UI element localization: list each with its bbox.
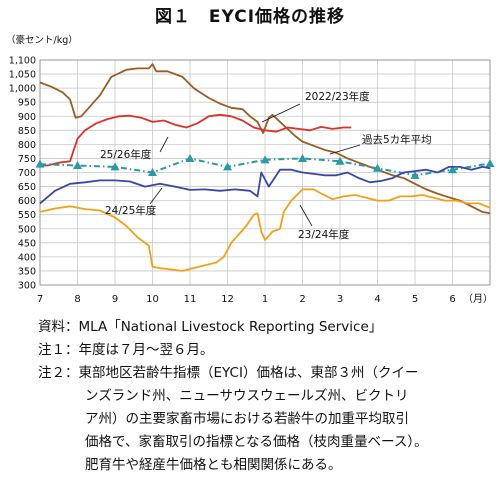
note-2-line: 価格で、家畜取引の指標となる価格（枝肉重量ベース）。 bbox=[85, 434, 428, 450]
x-tick-label: 6 bbox=[449, 294, 455, 305]
note-2-line: 肥育牛や経産牛価格とも相関関係にある。 bbox=[85, 457, 342, 473]
chart-title: 図１ EYCI価格の推移 bbox=[154, 7, 346, 27]
series-label: 2022/23年度 bbox=[305, 90, 370, 103]
series-lines bbox=[35, 63, 495, 272]
y-tick-label: 850 bbox=[18, 126, 36, 137]
note-2-line: 東部地区若齢牛指標（EYCI）価格は、東部３州（クイー bbox=[78, 365, 419, 381]
y-tick-label: 500 bbox=[18, 224, 36, 235]
series-line bbox=[39, 166, 491, 205]
source-line: 資料：MLA「National Livestock Reporting Serv… bbox=[38, 316, 382, 338]
label-leader bbox=[299, 204, 313, 227]
label-leader bbox=[329, 144, 361, 155]
y-tick-label: 700 bbox=[18, 168, 36, 179]
x-tick-label: 9 bbox=[112, 294, 118, 305]
y-tick-label: 750 bbox=[18, 154, 36, 165]
note-1-label: 注１： bbox=[38, 342, 79, 358]
x-tick-label: 11 bbox=[184, 294, 197, 305]
series-marker bbox=[73, 160, 82, 169]
source-label: 資料： bbox=[38, 319, 79, 335]
series-marker bbox=[35, 159, 45, 168]
y-tick-label: 950 bbox=[18, 98, 36, 109]
y-tick-label: 900 bbox=[18, 112, 36, 123]
series-label: 24/25年度 bbox=[105, 204, 157, 217]
series-label: 過去5カ年平均 bbox=[362, 133, 432, 146]
series-marker bbox=[185, 153, 195, 162]
series-line bbox=[40, 113, 352, 167]
y-tick-label: 550 bbox=[18, 210, 36, 221]
x-tick-label: 8 bbox=[74, 294, 80, 305]
y-tick-label: 350 bbox=[18, 266, 36, 277]
series-marker bbox=[448, 165, 457, 174]
y-tick-label: 800 bbox=[18, 140, 36, 151]
series-marker bbox=[110, 162, 120, 171]
note-2: 注２：東部地区若齢牛指標（EYCI）価格は、東部３州（クイー bbox=[38, 362, 418, 384]
x-tick-label: 7 bbox=[37, 294, 43, 305]
note-1: 注１：年度は７月～翌６月。 bbox=[38, 339, 214, 361]
series-labels: 2022/23年度 25/26年度 過去5カ年平均 24/25年度 23/24年度 bbox=[100, 90, 432, 241]
x-tick-label: 10 bbox=[146, 294, 159, 305]
series-marker bbox=[260, 155, 270, 164]
series-line bbox=[39, 63, 491, 215]
y-tick-label: 600 bbox=[18, 196, 36, 207]
y-tick-label: 650 bbox=[18, 182, 36, 193]
note-2-line: ア州）の主要家畜市場における若齢牛の加重平均取引 bbox=[85, 411, 409, 427]
note-2-line: ンズランド州、ニューサウスウェールズ州、ビクトリ bbox=[85, 388, 409, 404]
series-label: 23/24年度 bbox=[298, 228, 350, 241]
series-marker bbox=[373, 163, 382, 172]
x-tick-label: 4 bbox=[374, 294, 380, 305]
series-marker bbox=[335, 156, 345, 165]
x-tick-label: 2 bbox=[299, 294, 305, 305]
series-marker bbox=[410, 170, 420, 179]
y-tick-label: 300 bbox=[18, 281, 36, 292]
series-marker bbox=[298, 153, 307, 162]
x-tick-label: 12 bbox=[221, 294, 234, 305]
label-leader bbox=[149, 187, 163, 205]
y-tick-label: 400 bbox=[18, 252, 36, 263]
label-leader bbox=[261, 103, 301, 123]
note-1-text: 年度は７月～翌６月。 bbox=[78, 342, 214, 358]
series-label: 25/26年度 bbox=[100, 148, 152, 161]
label-leader bbox=[159, 136, 169, 153]
series-marker bbox=[148, 168, 157, 176]
series-line bbox=[39, 188, 491, 272]
series-marker bbox=[485, 159, 495, 167]
y-tick-label: 450 bbox=[18, 238, 36, 249]
y-tick-label: 1,000 bbox=[9, 84, 36, 95]
x-tick-labels: 7 8 9 10 11 12 1 2 3 4 5 6 bbox=[37, 294, 456, 305]
x-tick-label: 1 bbox=[262, 294, 268, 305]
plot-frame bbox=[39, 59, 491, 286]
series-marker bbox=[223, 162, 232, 171]
y-tick-label: 1,100 bbox=[9, 56, 36, 67]
x-tick-label: 5 bbox=[412, 294, 418, 305]
x-tick-label: 3 bbox=[337, 294, 343, 305]
y-tick-labels: 300 350 400 450 500 550 600 650 700 750 800 850 900 9… bbox=[9, 56, 36, 292]
y-axis-label: （豪セント/kg） bbox=[6, 34, 78, 46]
note-2-label: 注２： bbox=[38, 365, 79, 381]
gridlines bbox=[39, 59, 491, 286]
source-text: MLA「National Livestock Reporting Service… bbox=[78, 319, 383, 335]
x-axis-unit: （月） bbox=[463, 293, 493, 305]
eyci-line-chart: （豪セント/kg） （月） 300 350 400 450 500 550 600 650 70… bbox=[6, 34, 495, 305]
y-tick-label: 1,050 bbox=[9, 70, 36, 81]
